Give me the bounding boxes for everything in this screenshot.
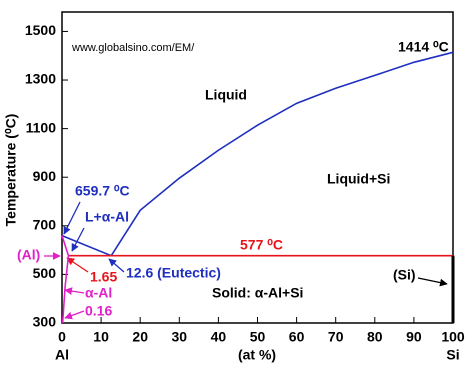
- phase-line: [61, 255, 70, 324]
- annotation: Liquid+Si: [327, 171, 390, 187]
- x-tick-label: 10: [93, 329, 109, 345]
- annotation: 12.6 (Eutectic): [126, 265, 221, 281]
- y-axis-label: Temperature (⁰C): [3, 114, 19, 227]
- annotation: 1414 ⁰C: [398, 39, 449, 55]
- arrows: [44, 201, 448, 320]
- annotation: 659.7 ⁰C: [75, 183, 130, 199]
- annotation: 0.16: [85, 303, 112, 319]
- arrow: [71, 227, 85, 252]
- x-end-label: Al: [55, 347, 69, 363]
- annotation: L+α-Al: [85, 209, 129, 225]
- x-tick-label: 60: [289, 329, 305, 345]
- y-tick-label: 700: [33, 217, 57, 233]
- y-tick-label: 300: [33, 314, 57, 330]
- arrow: [64, 310, 85, 320]
- y-tick-label: 1100: [26, 119, 57, 135]
- x-axis-label: (at %): [238, 347, 276, 363]
- annotation: Solid: α-Al+Si: [212, 285, 303, 301]
- x-tick-label: 50: [250, 329, 266, 345]
- arrow: [66, 257, 89, 273]
- y-tick-label: 900: [33, 168, 57, 184]
- arrow: [64, 287, 85, 295]
- arrow: [108, 258, 125, 273]
- annotation: Liquid: [205, 87, 247, 103]
- x-tick-label: 30: [172, 329, 188, 345]
- annotation: 1.65: [90, 269, 117, 285]
- x-tick-label: 20: [132, 329, 148, 345]
- annotation: (Si): [393, 267, 416, 283]
- x-tick-label: 80: [367, 329, 383, 345]
- arrow: [63, 201, 81, 235]
- y-tick-label: 1500: [25, 22, 56, 38]
- phase-line: [110, 51, 454, 257]
- annotation: www.globalsino.com/EM/: [71, 42, 195, 54]
- x-tick-label: 0: [58, 329, 66, 345]
- y-tick-label: 1300: [25, 71, 56, 87]
- x-tick-label: 100: [441, 329, 465, 345]
- annotation: α-Al: [85, 285, 112, 301]
- annotation: 577 ⁰C: [240, 237, 283, 253]
- arrow: [417, 277, 448, 287]
- annotation: (Al): [17, 247, 40, 263]
- x-end-label: Si: [446, 347, 459, 363]
- x-tick-label: 70: [328, 329, 344, 345]
- x-tick-label: 40: [211, 329, 227, 345]
- y-tick-label: 500: [33, 265, 57, 281]
- phase-line: [61, 235, 70, 256]
- phase-line: [61, 234, 112, 257]
- x-tick-label: 90: [406, 329, 422, 345]
